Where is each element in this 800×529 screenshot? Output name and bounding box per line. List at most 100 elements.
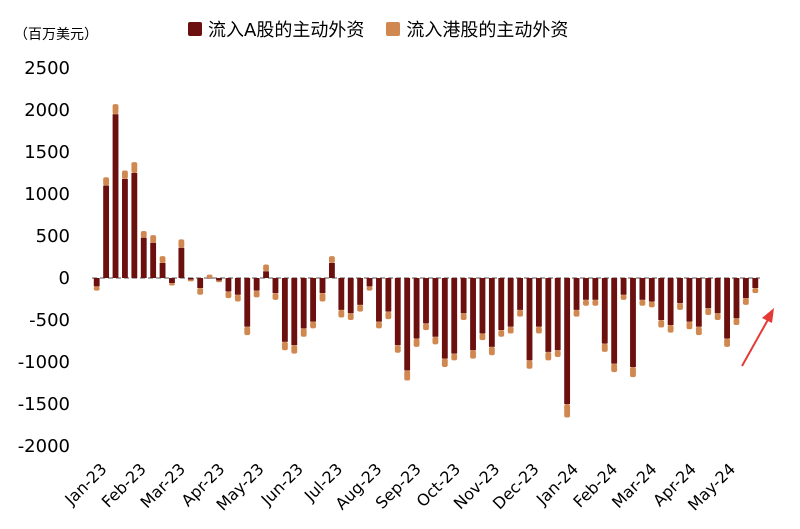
bar-hk-share [658, 320, 665, 328]
bar-hk-share [169, 283, 175, 286]
bar-hk-share [253, 290, 260, 298]
bar-hk-share [677, 303, 683, 310]
bar-hk-share [535, 326, 542, 334]
bar-a-share [460, 278, 467, 314]
bar-hk-share [601, 343, 608, 352]
bar-a-share [498, 278, 505, 331]
y-tick-label: -1000 [18, 352, 70, 373]
bar-hk-share [244, 326, 251, 336]
bar-a-share [479, 278, 486, 334]
bar-hk-share [281, 341, 288, 351]
bar-a-share [507, 278, 514, 327]
bar-a-share [554, 278, 561, 351]
bar-a-share [281, 278, 288, 342]
bar-hk-share [592, 299, 599, 306]
bar-a-share [310, 278, 317, 322]
bar-hk-share [93, 286, 100, 291]
bar-hk-share [479, 333, 486, 341]
annotation-arrow-shaft [741, 315, 771, 367]
bar-hk-share [488, 346, 495, 356]
bar-a-share [319, 278, 326, 294]
bar-hk-share [564, 404, 571, 418]
bar-hk-share [272, 293, 279, 300]
bar-hk-share [630, 367, 636, 378]
y-tick-label: -1500 [18, 394, 70, 415]
bar-a-share [432, 278, 439, 337]
legend-item-hk-share: 流入港股的主动外资 [386, 16, 568, 42]
bar-a-share [705, 278, 712, 309]
y-tick-label: 500 [36, 226, 70, 247]
y-axis-unit-label: （百万美元） [14, 27, 98, 43]
bar-hk-share [470, 350, 476, 359]
bar-hk-share [583, 299, 589, 306]
bar-a-share [658, 278, 665, 320]
bar-a-share [263, 271, 269, 278]
bar-hk-share [122, 170, 128, 179]
bar-a-share [677, 278, 683, 304]
bar-hk-share [366, 286, 373, 291]
y-tick-label: -2000 [18, 436, 70, 457]
bar-a-share [347, 278, 354, 314]
bar-hk-share [291, 345, 298, 354]
bar-hk-share [526, 360, 533, 369]
bar-a-share [244, 278, 251, 327]
bar-hk-share [498, 330, 505, 337]
bar-hk-share [611, 363, 618, 373]
bar-a-share [742, 278, 749, 299]
bar-a-share [93, 278, 100, 287]
bar-a-share [470, 278, 476, 351]
bar-hk-share [178, 239, 185, 248]
bar-a-share [611, 278, 618, 364]
bar-a-share [187, 278, 194, 280]
bar-a-share [451, 278, 458, 354]
bar-a-share [639, 278, 646, 300]
bar-a-share [131, 173, 138, 278]
chart-legend: 流入A股的主动外资 流入港股的主动外资 [188, 16, 568, 42]
legend-swatch-a-share [188, 22, 202, 36]
bar-a-share [733, 278, 740, 319]
bar-hk-share [300, 328, 307, 337]
bar-hk-share [639, 299, 646, 306]
bar-hk-share [667, 325, 674, 333]
bar-a-share [686, 278, 693, 322]
bar-hk-share [140, 230, 147, 238]
bar-hk-share [216, 280, 222, 283]
bar-a-share [592, 278, 599, 300]
bar-a-share [140, 237, 147, 278]
bar-a-share [714, 278, 721, 314]
bar-a-share [441, 278, 448, 359]
legend-label-hk-share: 流入港股的主动外资 [406, 20, 569, 41]
bar-a-share [583, 278, 589, 300]
bar-hk-share [187, 279, 194, 282]
bar-a-share [648, 278, 655, 302]
bar-hk-share [742, 298, 749, 305]
bar-hk-share [206, 274, 213, 278]
bar-hk-share [310, 321, 317, 329]
bar-a-share [385, 278, 392, 312]
y-tick-label: 1500 [24, 142, 70, 163]
bar-hk-share [197, 288, 204, 295]
bar-hk-share [517, 309, 524, 317]
x-tick-label: Mar-23 [137, 459, 190, 512]
bar-hk-share [752, 288, 759, 294]
bar-a-share [667, 278, 674, 326]
bar-hk-share [714, 313, 721, 320]
bar-a-share [724, 278, 730, 339]
bar-hk-share [319, 293, 326, 302]
bar-hk-share [695, 326, 702, 336]
bar-hk-share [385, 311, 392, 320]
bar-a-share [695, 278, 702, 327]
legend-item-a-share: 流入A股的主动外资 [188, 16, 364, 42]
annotation-arrow-head [762, 308, 774, 323]
bar-hk-share [724, 338, 730, 347]
bar-a-share [328, 262, 335, 278]
bar-a-share [338, 278, 345, 310]
bar-a-share [103, 185, 110, 278]
bar-hk-share [451, 353, 458, 361]
bar-a-share [366, 278, 373, 287]
bar-a-share [630, 278, 636, 368]
bar-hk-share [328, 256, 335, 263]
bar-hk-share [413, 338, 420, 347]
x-tick-label: Mar-24 [608, 459, 661, 512]
bar-hk-share [357, 304, 364, 312]
